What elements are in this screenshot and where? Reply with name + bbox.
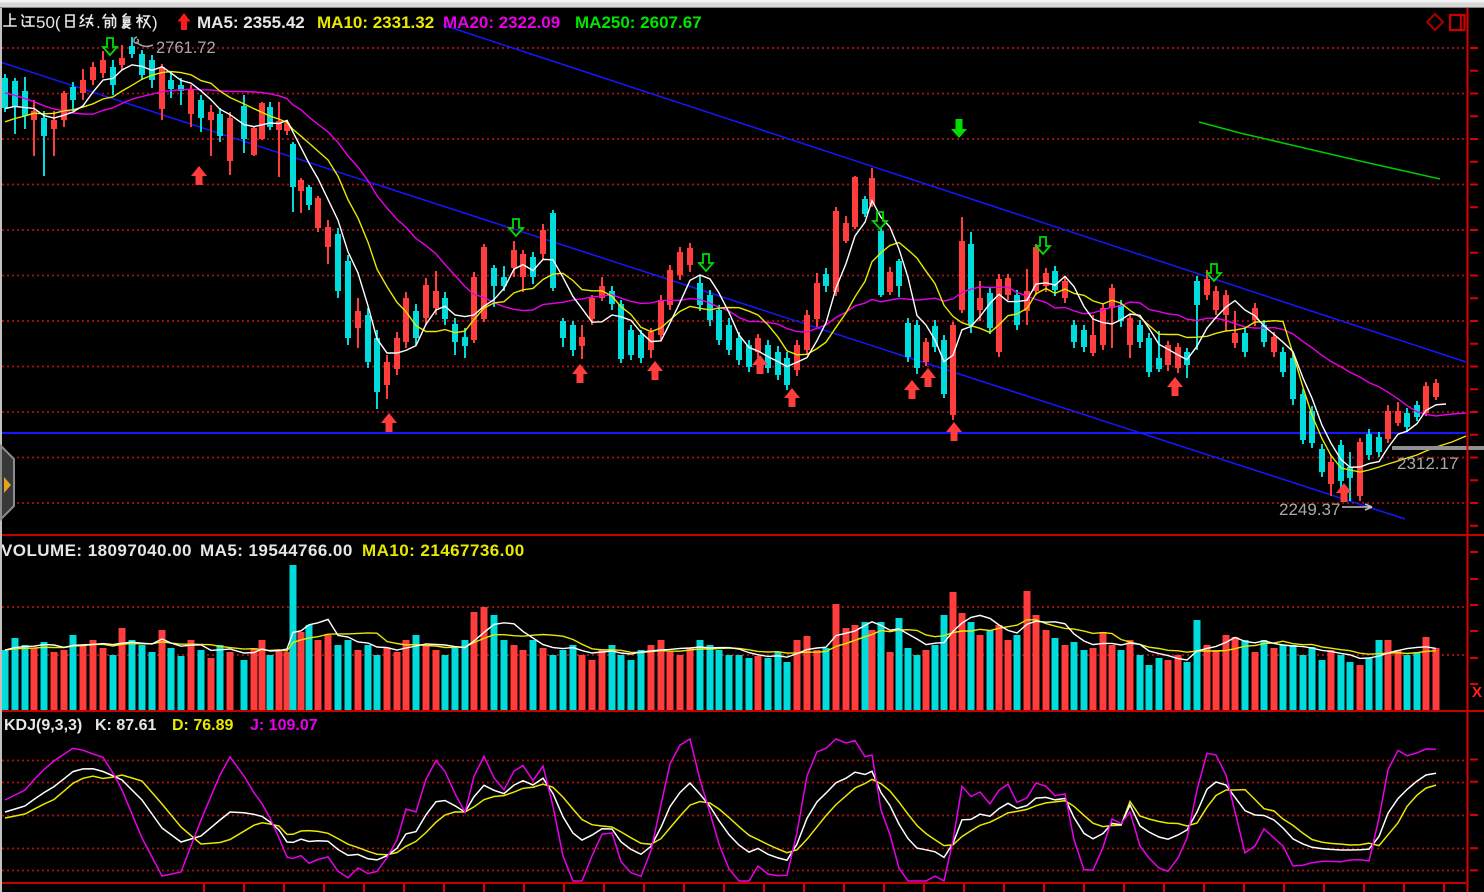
svg-text:50(: 50( — [36, 13, 61, 32]
svg-text:2761.72: 2761.72 — [156, 39, 216, 57]
svg-text:2249.37: 2249.37 — [1279, 500, 1340, 519]
svg-text:J: 109.07: J: 109.07 — [250, 717, 318, 734]
svg-text:K: 87.61: K: 87.61 — [95, 717, 156, 734]
svg-text:MA250: 2607.67: MA250: 2607.67 — [575, 13, 702, 32]
svg-text:MA10: 2331.32: MA10: 2331.32 — [317, 13, 434, 32]
svg-text:MA5: 19544766.00: MA5: 19544766.00 — [200, 541, 353, 560]
svg-text:MA10: 21467736.00: MA10: 21467736.00 — [362, 541, 525, 560]
svg-text:): ) — [152, 13, 158, 32]
svg-text:X: X — [1472, 684, 1482, 701]
svg-text:KDJ(9,3,3): KDJ(9,3,3) — [4, 717, 82, 734]
svg-text:2312.17: 2312.17 — [1397, 454, 1458, 473]
svg-text:MA20: 2322.09: MA20: 2322.09 — [443, 13, 560, 32]
svg-text:MA5: 2355.42: MA5: 2355.42 — [197, 13, 305, 32]
svg-text:.: . — [96, 13, 101, 32]
svg-text:VOLUME: 18097040.00: VOLUME: 18097040.00 — [1, 541, 192, 560]
svg-text:D: 76.89: D: 76.89 — [172, 717, 233, 734]
